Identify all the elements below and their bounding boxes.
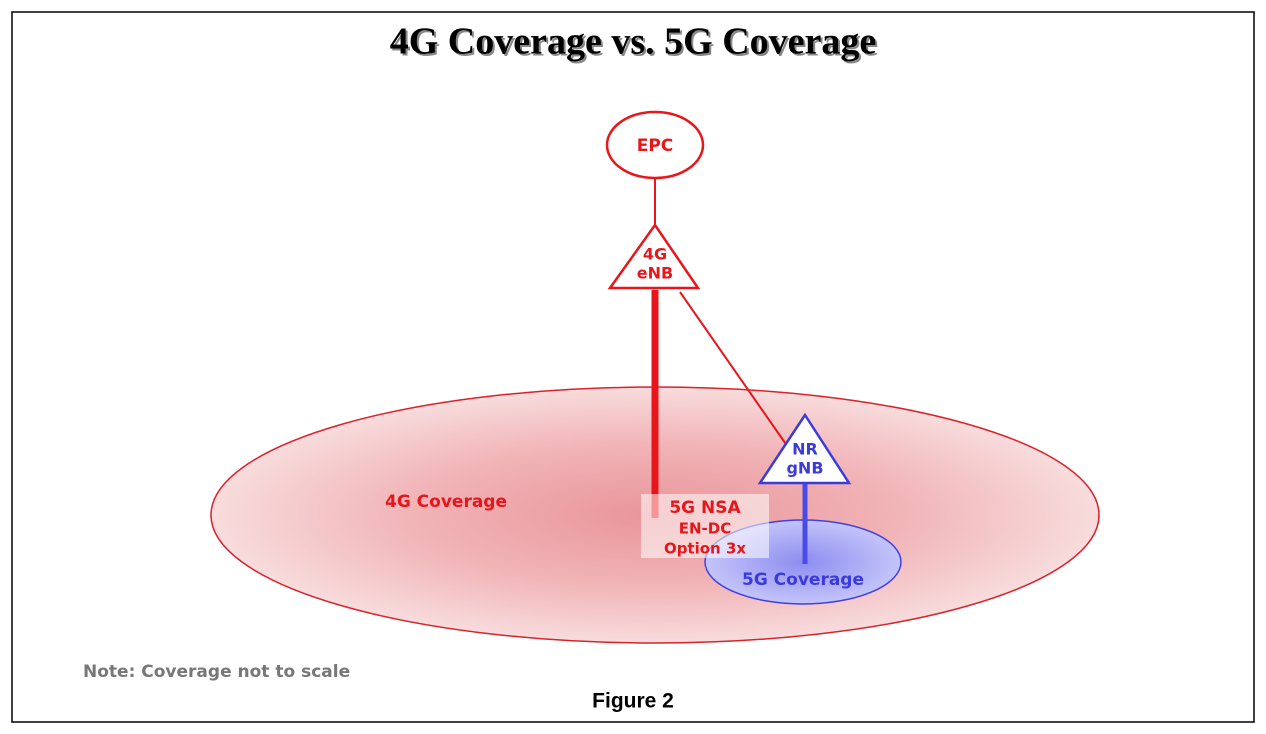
nsa-label: 5G NSA [669,498,741,518]
node-label: EPC [637,136,674,156]
nsa-label: Option 3x [664,540,746,558]
coverage-label: 5G Coverage [742,570,864,590]
caption: Figure 2 [592,690,674,713]
nsa-box [641,494,769,558]
epc-node [605,110,705,180]
node-label: 4G [643,245,667,264]
title: 4G Coverage vs. 5G Coverage [390,21,877,63]
note: Note: Coverage not to scale [83,662,350,682]
title-shadow: 4G Coverage vs. 5G Coverage [392,23,879,65]
nsa-label: EN-DC [679,520,732,538]
node-label: NR [792,440,818,459]
link [679,291,791,451]
gnb-node [757,412,852,485]
node-label: eNB [637,264,673,283]
node-label: gNB [786,459,823,478]
coverage-label: 4G Coverage [385,492,507,512]
enb-node [607,222,701,290]
